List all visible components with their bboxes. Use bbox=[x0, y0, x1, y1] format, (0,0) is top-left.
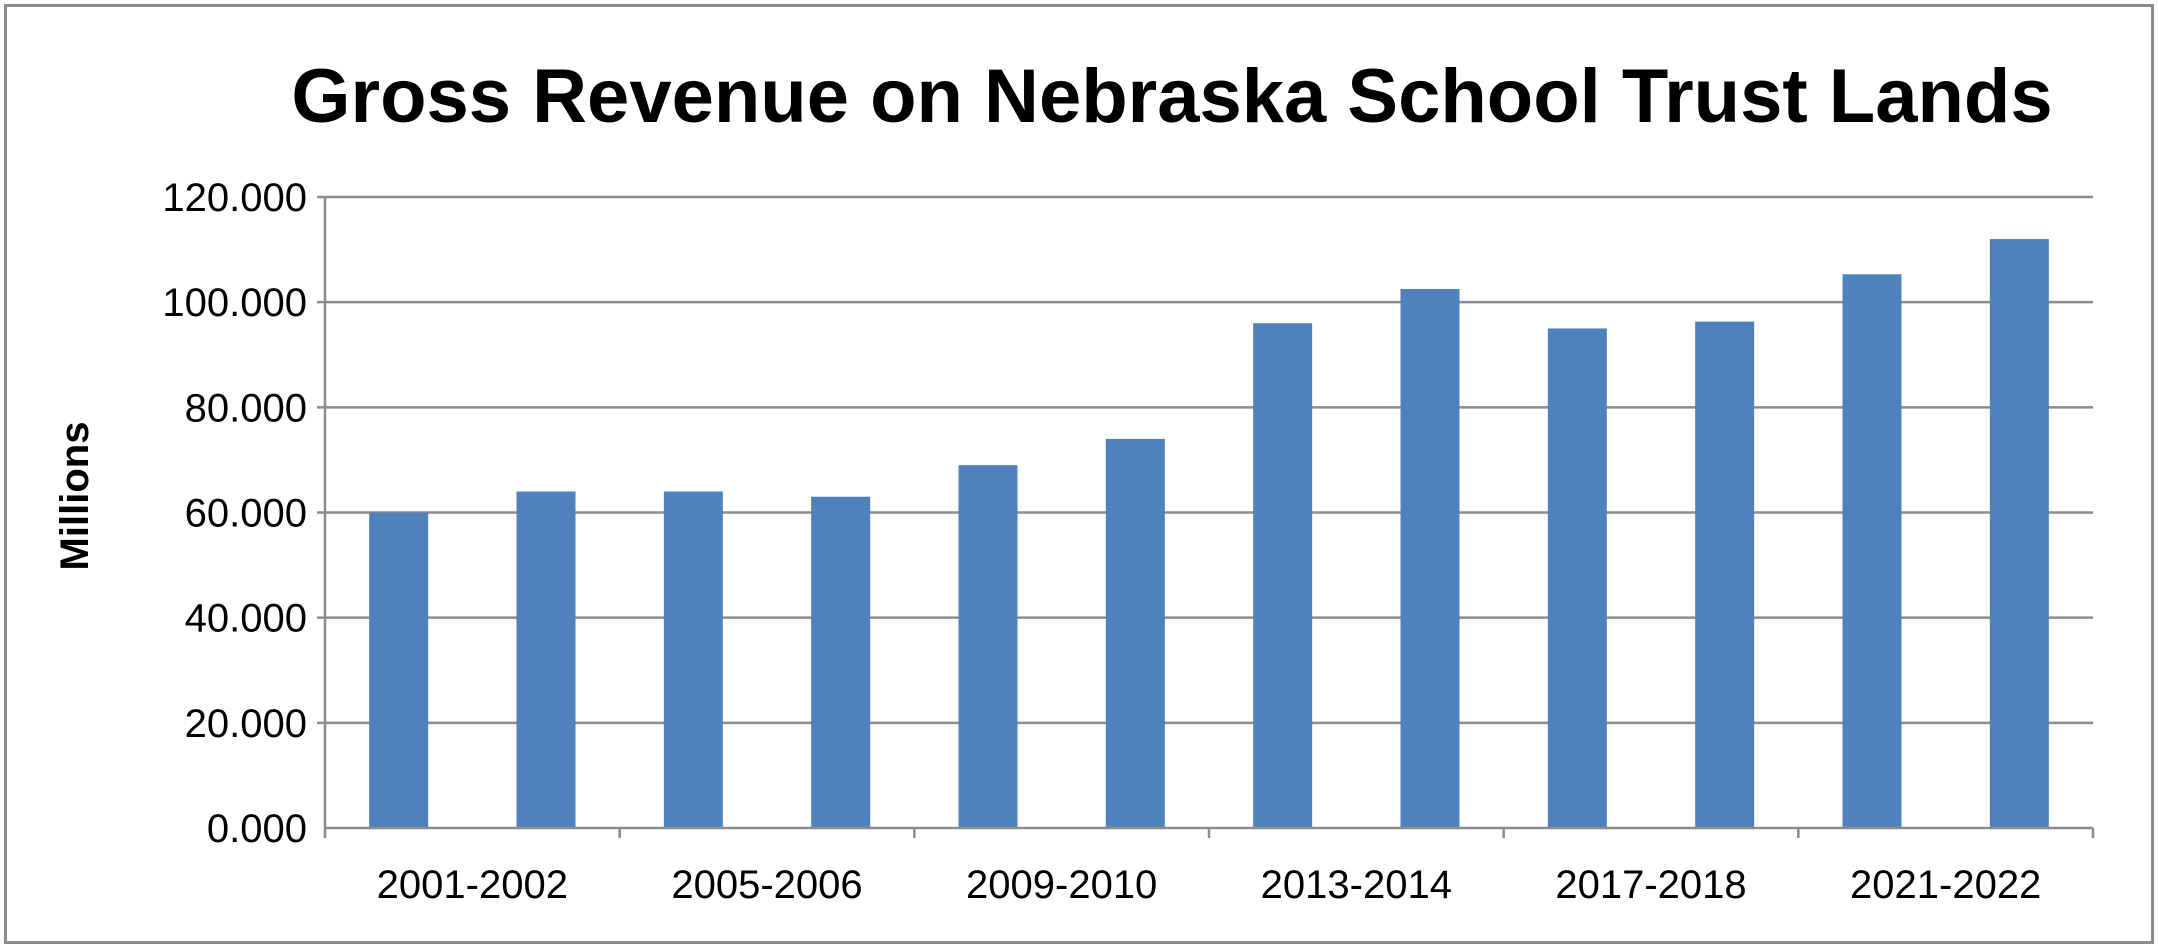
gridlines bbox=[317, 195, 2093, 725]
axes bbox=[323, 197, 2095, 838]
bar bbox=[1547, 328, 1607, 828]
y-axis-label: Millions bbox=[53, 422, 97, 571]
x-tick-label: 2009-2010 bbox=[966, 863, 1157, 907]
chart-title: Gross Revenue on Nebraska School Trust L… bbox=[291, 54, 2052, 139]
x-tick-label: 2005-2006 bbox=[671, 863, 862, 907]
y-tick-label: 60.000 bbox=[185, 492, 307, 536]
y-tick-label: 0.000 bbox=[207, 807, 307, 851]
y-tick-label: 80.000 bbox=[185, 386, 307, 430]
x-tick-label: 2013-2014 bbox=[1261, 863, 1452, 907]
x-tick-label: 2021-2022 bbox=[1850, 863, 2041, 907]
bar bbox=[516, 491, 576, 828]
bar bbox=[811, 496, 871, 828]
chart-frame bbox=[4, 4, 2154, 944]
bar bbox=[1842, 274, 1902, 828]
x-tick-label: 2001-2002 bbox=[377, 863, 568, 907]
x-tick-label: 2017-2018 bbox=[1555, 863, 1746, 907]
y-tick-labels: 0.000 20.000 40.000 60.000 80.000 100.000 120.… bbox=[162, 176, 307, 851]
y-tick-label: 20.000 bbox=[185, 702, 307, 746]
y-tick-label: 40.000 bbox=[185, 597, 307, 641]
bar bbox=[369, 512, 429, 828]
y-tick-label: 100.000 bbox=[162, 281, 307, 325]
bar bbox=[1400, 289, 1460, 828]
y-tick-label: 120.000 bbox=[162, 176, 307, 220]
bar bbox=[1105, 438, 1165, 828]
bar bbox=[1989, 239, 2049, 829]
bars bbox=[369, 239, 2049, 829]
bar bbox=[663, 491, 723, 828]
bar bbox=[958, 465, 1018, 828]
bar bbox=[1695, 321, 1755, 828]
bar bbox=[1253, 323, 1313, 828]
x-tick-labels: 2001-2002 2005-2006 2009-2010 2013-2014 2017… bbox=[377, 863, 2042, 907]
